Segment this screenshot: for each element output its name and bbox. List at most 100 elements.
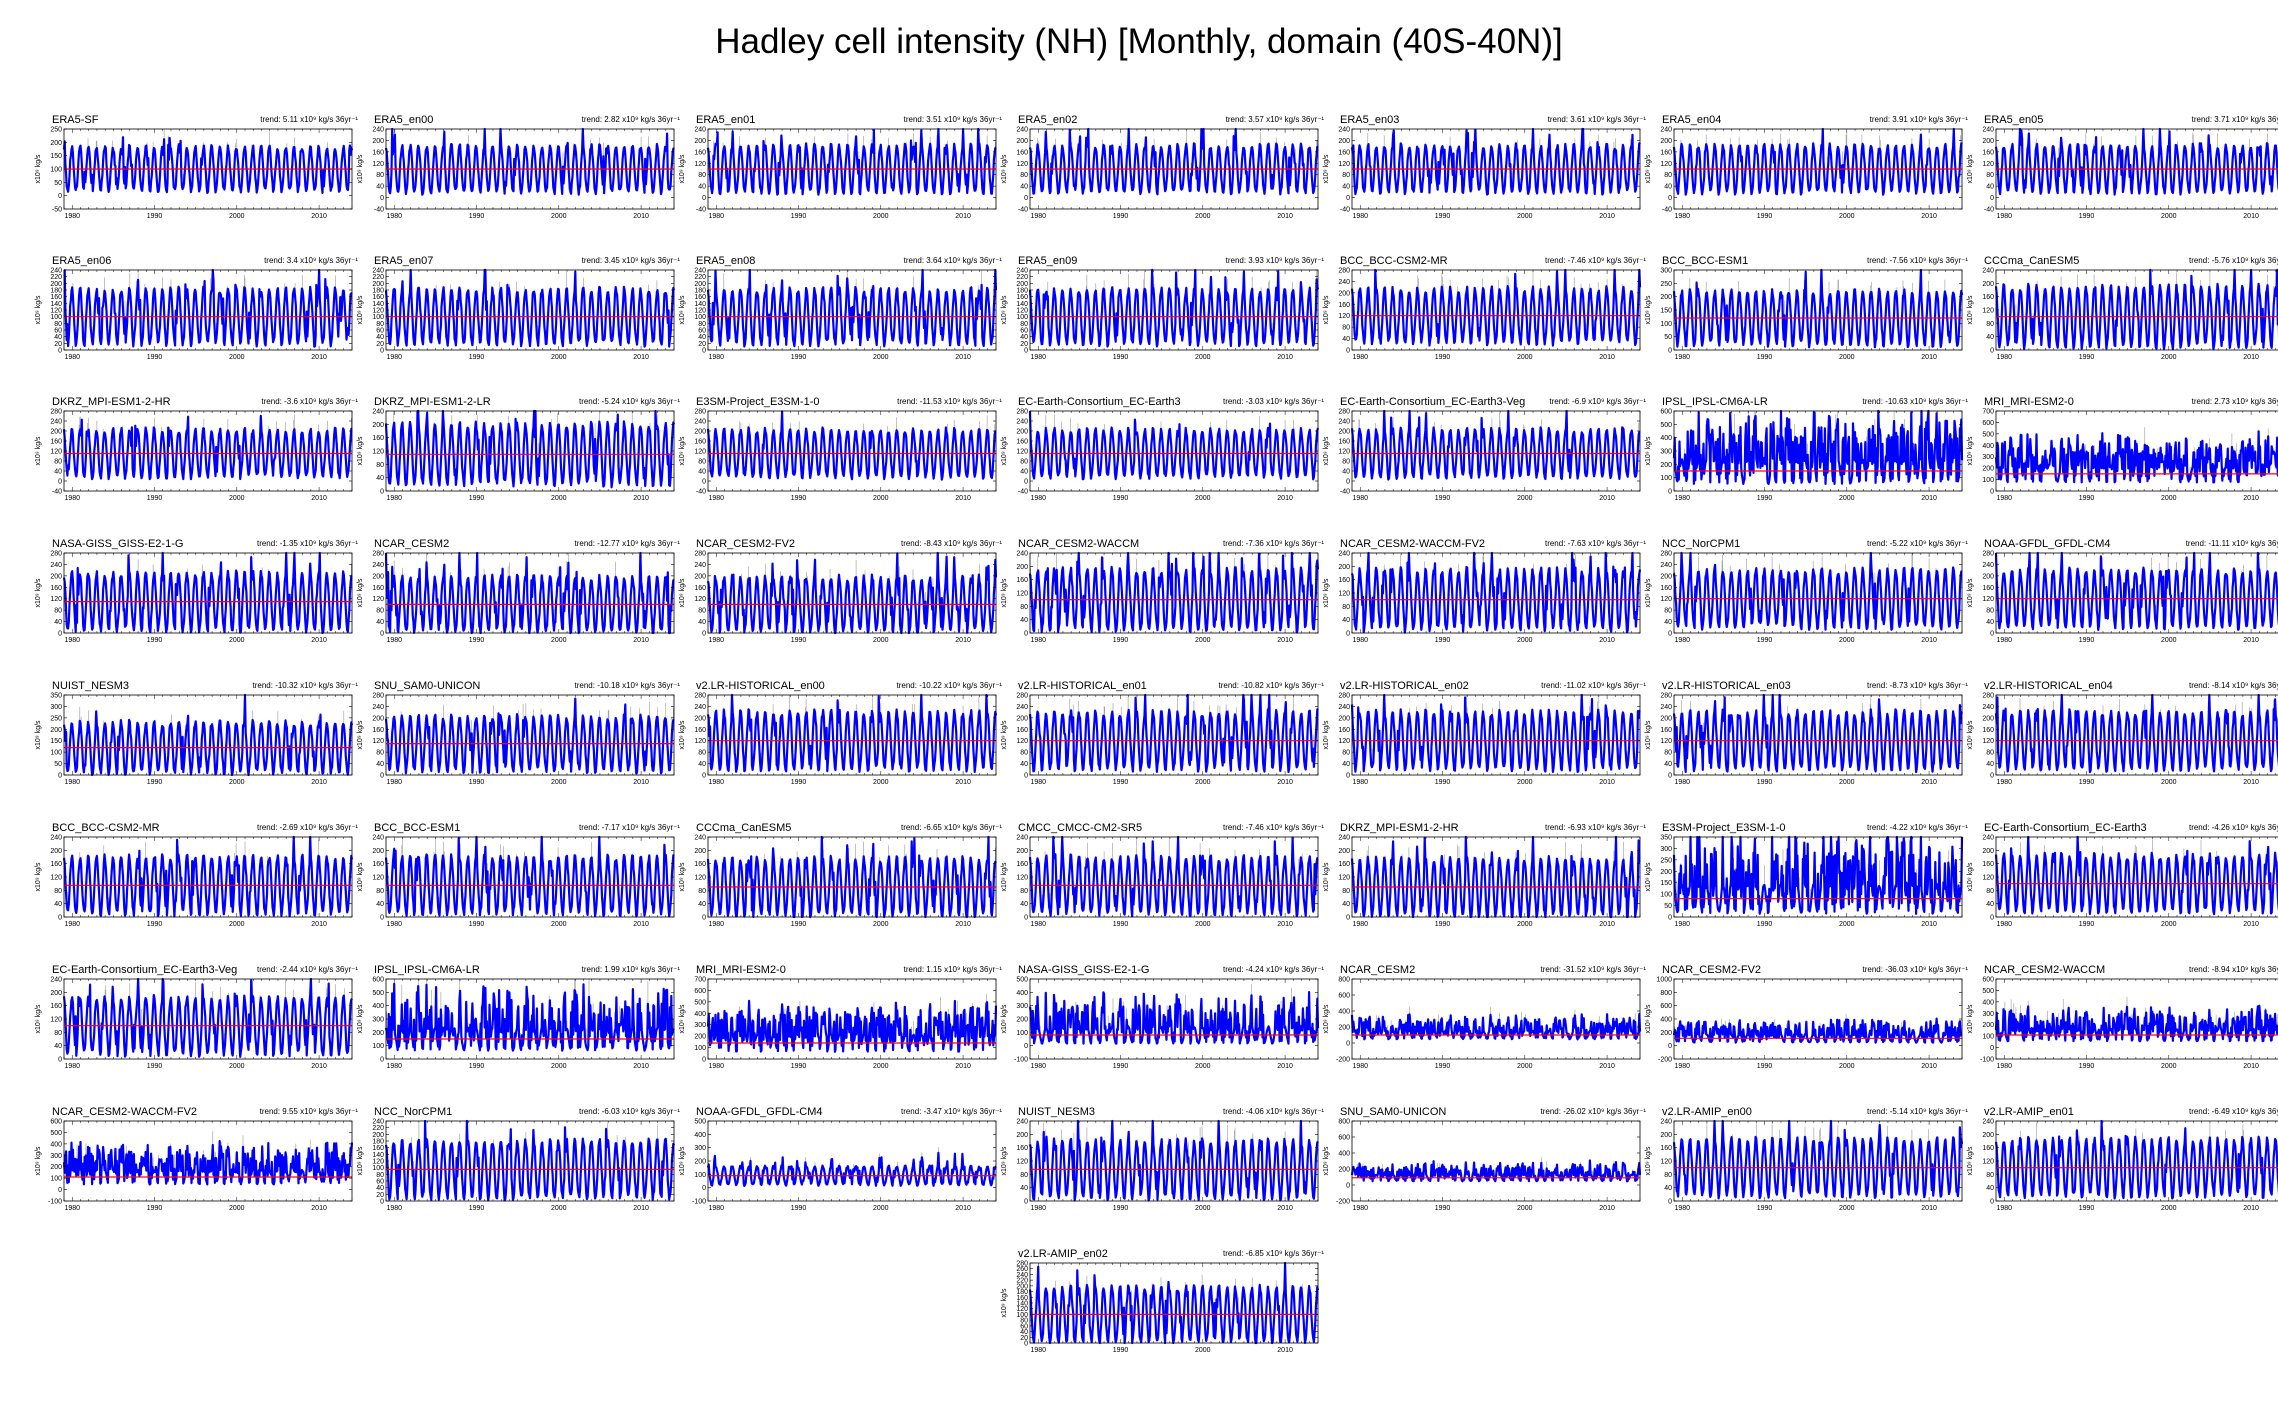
x-tick-label: 2000	[551, 1063, 567, 1070]
y-tick-label: 240	[694, 127, 706, 134]
x-tick-label: 1990	[1757, 1063, 1773, 1070]
trend-label: trend: -1.35 x10⁹ kg/s 36yr⁻¹	[256, 539, 358, 548]
y-tick-label: 0	[58, 479, 62, 486]
y-tick-label: 80	[1342, 325, 1350, 332]
panel-plot: -200 0 200 400 600 800 1980 1990 2000 2010 x10⁹ kg…	[1323, 1119, 1642, 1212]
x-tick-label: 1980	[1352, 495, 1368, 502]
series-line	[1994, 268, 2278, 351]
x-tick-label: 1990	[1435, 1063, 1451, 1070]
y-axis-label: x10⁹ kg/s	[1323, 295, 1330, 325]
series-line	[1028, 835, 1319, 918]
x-tick-label: 2010	[1277, 637, 1293, 644]
y-tick-label: 120	[1016, 1306, 1028, 1313]
x-tick-label: 1990	[469, 1205, 485, 1212]
y-tick-label: 160	[1982, 861, 1994, 868]
y-tick-label: 250	[1660, 281, 1672, 288]
y-tick-label: 200	[1982, 573, 1994, 580]
trend-label: trend: -36.03 x10⁹ kg/s 36yr⁻¹	[1862, 965, 1968, 974]
y-tick-label: 0	[1346, 1183, 1350, 1190]
y-tick-label: 120	[1338, 591, 1350, 598]
plot-frame	[385, 694, 675, 776]
y-tick-label: 120	[1982, 308, 1994, 315]
y-tick-label: 160	[50, 294, 62, 301]
x-tick-label: 1980	[708, 495, 724, 502]
x-tick-label: 2000	[551, 637, 567, 644]
y-tick-label: 120	[1338, 313, 1350, 320]
y-tick-label: 0	[1668, 348, 1672, 355]
panel-plot: 0 40 80 120 160 200 240 1980 1990 2000 2010 x10⁹ kg…	[1001, 1119, 1319, 1212]
y-tick-label: 200	[1016, 848, 1028, 855]
y-axis-label: x10⁹ kg/s	[679, 436, 686, 466]
x-tick-label: 2010	[1921, 495, 1937, 502]
series-line	[384, 268, 676, 348]
y-tick-label: 1000	[1656, 977, 1672, 984]
y-tick-label: 160	[1338, 302, 1350, 309]
y-tick-label: 200	[1338, 1167, 1350, 1174]
y-tick-label: 0	[1024, 195, 1028, 202]
series-line	[62, 835, 354, 918]
y-tick-label: 120	[50, 308, 62, 315]
trend-label: trend: 1.99 x10⁹ kg/s 36yr⁻¹	[581, 965, 680, 974]
y-tick-label: 180	[372, 1139, 384, 1146]
y-tick-label: 200	[1338, 1025, 1350, 1032]
x-tick-label: 2010	[955, 637, 971, 644]
series-line	[1672, 127, 1963, 196]
x-tick-label: 2000	[2161, 1205, 2177, 1212]
x-tick-label: 1990	[1757, 637, 1773, 644]
panel-title: NCAR_CESM2-WACCM	[1018, 538, 1140, 550]
y-tick-label: 200	[1016, 1017, 1028, 1024]
y-tick-label: 50	[54, 180, 62, 187]
chart-panel: DKRZ_MPI-ESM1-2-HR trend: -3.6 x10⁹ kg/s …	[35, 396, 362, 516]
trend-label: trend: -7.56 x10⁹ kg/s 36yr⁻¹	[1866, 256, 1968, 265]
y-axis-label: x10⁹ kg/s	[1967, 436, 1974, 466]
y-tick-label: 20	[376, 341, 384, 348]
x-tick-label: 2000	[873, 354, 889, 361]
y-tick-label: 200	[1982, 1132, 1994, 1139]
y-tick-label: 200	[50, 429, 62, 436]
chart-panel: v2.LR-HISTORICAL_en00 trend: -10.22 x10⁹ …	[679, 680, 1006, 800]
series-line	[1672, 835, 1964, 915]
y-tick-label: 400	[1338, 1009, 1350, 1016]
chart-panel: E3SM-Project_E3SM-1-0 trend: -11.53 x10⁹ …	[679, 396, 1006, 516]
y-tick-label: 200	[1016, 564, 1028, 571]
x-tick-label: 1990	[1435, 1205, 1451, 1212]
y-tick-label: 300	[694, 1145, 706, 1152]
x-tick-label: 1980	[1996, 779, 2012, 786]
y-tick-label: 120	[1982, 738, 1994, 745]
y-tick-label: 240	[694, 704, 706, 711]
y-tick-label: -40	[1018, 489, 1028, 496]
y-tick-label: 200	[1338, 138, 1350, 145]
y-tick-label: 40	[1986, 184, 1994, 191]
y-tick-label: 600	[1660, 1003, 1672, 1010]
panel-plot: 0 40 80 120 160 200 240 280 1980 1990 2000 2010 x10⁹…	[1323, 693, 1641, 786]
y-tick-label: 280	[372, 693, 384, 700]
y-tick-label: 0	[1346, 1041, 1350, 1048]
x-tick-label: 2000	[1839, 1205, 1855, 1212]
y-axis-label: x10⁹ kg/s	[35, 295, 42, 325]
y-tick-label: 120	[1338, 875, 1350, 882]
x-tick-label: 1990	[2079, 1205, 2095, 1212]
y-tick-label: 200	[1660, 462, 1672, 469]
x-tick-label: 2000	[1517, 921, 1533, 928]
y-tick-label: 120	[1016, 449, 1028, 456]
y-tick-label: 0	[1668, 489, 1672, 496]
panel-title: NCAR_CESM2-FV2	[1662, 964, 1762, 976]
chart-panel: SNU_SAM0-UNICON trend: -10.18 x10⁹ kg/s 3…	[357, 680, 684, 800]
y-tick-label: 160	[1016, 577, 1028, 584]
x-tick-label: 2000	[2161, 213, 2177, 220]
y-tick-label: 120	[1016, 875, 1028, 882]
y-tick-label: 0	[58, 348, 62, 355]
trend-label: trend: -6.03 x10⁹ kg/s 36yr⁻¹	[578, 1107, 680, 1116]
y-tick-label: 40	[1342, 617, 1350, 624]
y-axis-label: x10⁹ kg/s	[1323, 720, 1330, 750]
panel-title: ERA5_en05	[1984, 114, 2044, 126]
x-tick-label: 1990	[791, 779, 807, 786]
x-tick-label: 2010	[311, 779, 327, 786]
y-tick-label: 200	[1016, 429, 1028, 436]
x-tick-label: 1980	[1030, 354, 1046, 361]
panel-plot: -40 0 40 80 120 160 200 240 280 1980 1990 2000 2010 x…	[1001, 409, 1320, 502]
plot-frame	[1351, 1120, 1641, 1202]
chart-panel: EC-Earth-Consortium_EC-Earth3-Veg trend: …	[1323, 396, 1650, 516]
x-tick-label: 2010	[1599, 637, 1615, 644]
x-tick-label: 2000	[1517, 213, 1533, 220]
